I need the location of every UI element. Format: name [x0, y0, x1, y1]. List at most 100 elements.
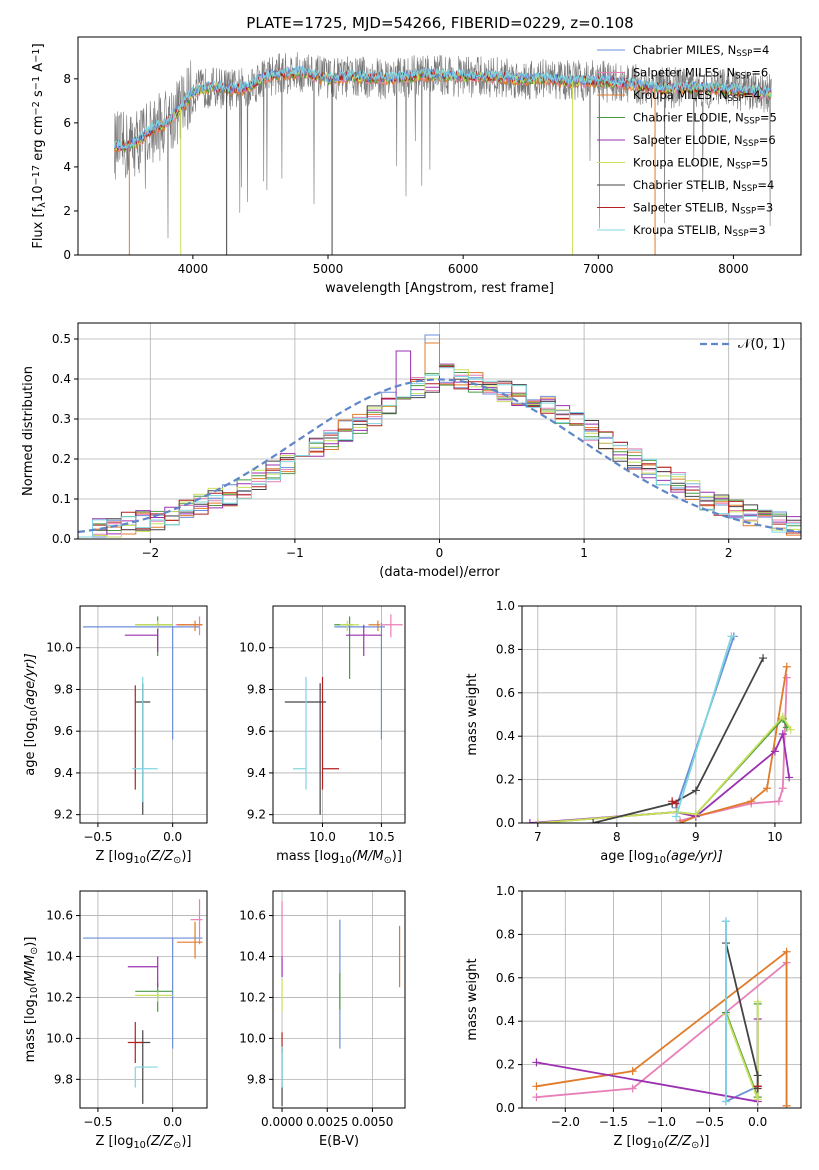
mass-weight-vs-metallicity-panel-plot-area [532, 917, 791, 1108]
weight-point-marker [533, 819, 542, 823]
weight-point-marker [721, 1097, 730, 1106]
weight-point-marker [753, 997, 762, 1006]
legend-entry: Chabrier MILES, NSSP=4 [633, 43, 769, 59]
weight-point-marker [721, 917, 730, 926]
legend-entry: Kroupa STELIB, NSSP=3 [633, 223, 766, 239]
x-tick-label: 9 [692, 830, 700, 844]
mass-weight-vs-metallicity-panel: −2.0 −1.5 −1.0 −0.5 0.0 0.0 0.2 0.4 0.6 0.8 1.0 Z [… [465, 884, 802, 1151]
weight-series-chabrier_stelib [589, 654, 768, 823]
weight-point-marker [747, 797, 756, 806]
weight-point-marker [778, 784, 787, 793]
legend-entry: Kroupa MILES, NSSP=4 [633, 88, 761, 104]
age-vs-metallicity-panel: −0.5 0.0 9.2 9.4 9.6 9.8 10.0 Z [log10(Z/Z⊙)] ag… [23, 605, 208, 866]
y-tick-label: 0.4 [496, 1014, 515, 1028]
y-tick-label: 0.1 [52, 492, 71, 506]
x-tick-label: 0.0050 [351, 1115, 393, 1129]
mass-weight-vs-age-panel-plot-area [525, 632, 795, 823]
x-tick-label: −0.5 [695, 1115, 724, 1129]
y-tick-label: 10.2 [239, 990, 266, 1004]
model-spectrum-kroupa_stelib [114, 64, 772, 151]
x-tick-label: 0.0 [748, 1115, 767, 1129]
spectrum-panel-plot-area [114, 52, 772, 255]
mass-weight-vs-age-panel: 7 8 9 10 0.0 0.2 0.4 0.6 0.8 1.0 age [log10(age/yr… [465, 599, 802, 866]
weight-point-marker [753, 1071, 762, 1080]
y-tick-label: 9.2 [54, 808, 73, 822]
weight-point-marker [532, 1093, 541, 1102]
weight-point-marker [782, 673, 791, 682]
weight-point-marker [628, 1084, 637, 1093]
normal-distribution-curve [78, 378, 801, 534]
x-tick-label: 10.0 [309, 830, 336, 844]
weight-point-marker [589, 819, 598, 823]
model-spectrum-kroupa_elodie [114, 68, 772, 152]
x-tick-label: −2.0 [551, 1115, 580, 1129]
mass-vs-extinction-panel-plot-area [281, 901, 401, 1106]
y-tick-label: 9.6 [54, 724, 73, 738]
weight-point-marker [759, 654, 768, 663]
weight-series-kroupa_elodie [721, 997, 762, 1104]
errorbar-salpeter_elodie [346, 624, 382, 657]
y-tick-label: 9.8 [247, 1072, 266, 1086]
y-tick-label: 0.8 [496, 642, 515, 656]
y-tick-label: 9.8 [247, 682, 266, 696]
y-tick-label: 0.2 [496, 773, 515, 787]
errorbar-salpeter_stelib [321, 676, 339, 790]
observed-spectrum-line [114, 52, 772, 239]
y-tick-label: 10.4 [239, 950, 266, 964]
y-tick-label: 0.2 [52, 452, 71, 466]
errorbar-kroupa_elodie [340, 620, 360, 632]
y-tick-label: 9.8 [54, 1072, 73, 1086]
mass-vs-extinction-panel: 0.0000 0.0025 0.0050 9.8 10.0 10.2 10.4 10.6 E(B… [239, 890, 406, 1149]
axes-frame [79, 605, 208, 824]
x-axis-label: Z [log10(Z/Z⊙)] [96, 849, 192, 866]
x-axis-label: Z [log10(Z/Z⊙)] [614, 1134, 710, 1151]
errorbar-salpeter_miles [381, 614, 403, 638]
errorbar-kroupa_stelib [134, 1066, 158, 1088]
weight-line [675, 636, 733, 817]
errorbar-chabrier_miles [82, 626, 200, 740]
axes-frame [272, 605, 406, 824]
errorbar-kroupa_stelib [293, 676, 307, 790]
histogram-legend: 𝒩(0, 1) [700, 337, 785, 352]
age-vs-mass-panel: 10.0 10.5 9.2 9.4 9.6 9.8 10.0 mass [log10(M/M⊙… [239, 605, 406, 866]
x-axis-label: E(B-V) [319, 1134, 359, 1149]
weight-point-marker [525, 819, 534, 823]
errorbar-chabrier_miles [82, 937, 203, 1049]
y-tick-label: 10.6 [239, 909, 266, 923]
errorbar-kroupa_miles [368, 620, 381, 632]
x-tick-label: 10.5 [368, 830, 395, 844]
weight-line [592, 657, 764, 823]
weight-point-marker [532, 1058, 541, 1067]
y-tick-label: 0.2 [496, 1058, 515, 1072]
weight-point-marker [753, 1082, 762, 1091]
errorbar-kroupa_stelib [132, 676, 158, 803]
legend-entry: Salpeter ELODIE, NSSP=6 [633, 133, 776, 149]
weight-point-marker [753, 1095, 762, 1104]
y-axis-label: age [log10(age/yr)] [23, 653, 40, 776]
histogram-kroupa_stelib [78, 367, 801, 539]
x-tick-label: −0.5 [83, 830, 112, 844]
x-axis-label: (data-model)/error [379, 565, 500, 580]
weight-line [529, 730, 790, 823]
y-tick-label: 0.0 [52, 532, 71, 546]
errorbar-salpeter_miles [175, 616, 203, 636]
weight-line [725, 942, 759, 1089]
x-tick-label: 6000 [448, 262, 479, 276]
y-tick-label: 10.2 [46, 990, 73, 1004]
axes-frame [521, 605, 802, 824]
y-axis-label: mass weight [465, 958, 480, 1040]
histogram-panel: −2 −1 0 1 2 0.0 0.1 0.2 0.3 0.4 0.5 (data-model)/er… [21, 322, 802, 580]
legend-entry: Chabrier ELODIE, NSSP=5 [633, 111, 777, 127]
weight-point-marker [532, 1082, 541, 1091]
y-tick-label: 4 [63, 160, 71, 174]
weight-point-marker [727, 632, 736, 641]
weight-point-marker [778, 730, 787, 739]
weight-line [725, 1003, 759, 1098]
weight-point-marker [770, 747, 779, 756]
weight-point-marker [785, 773, 794, 782]
axes-frame [79, 890, 208, 1109]
legend-entry: 𝒩(0, 1) [738, 337, 785, 352]
weight-point-marker [782, 947, 791, 956]
errorbar-kroupa_elodie [135, 991, 173, 1002]
